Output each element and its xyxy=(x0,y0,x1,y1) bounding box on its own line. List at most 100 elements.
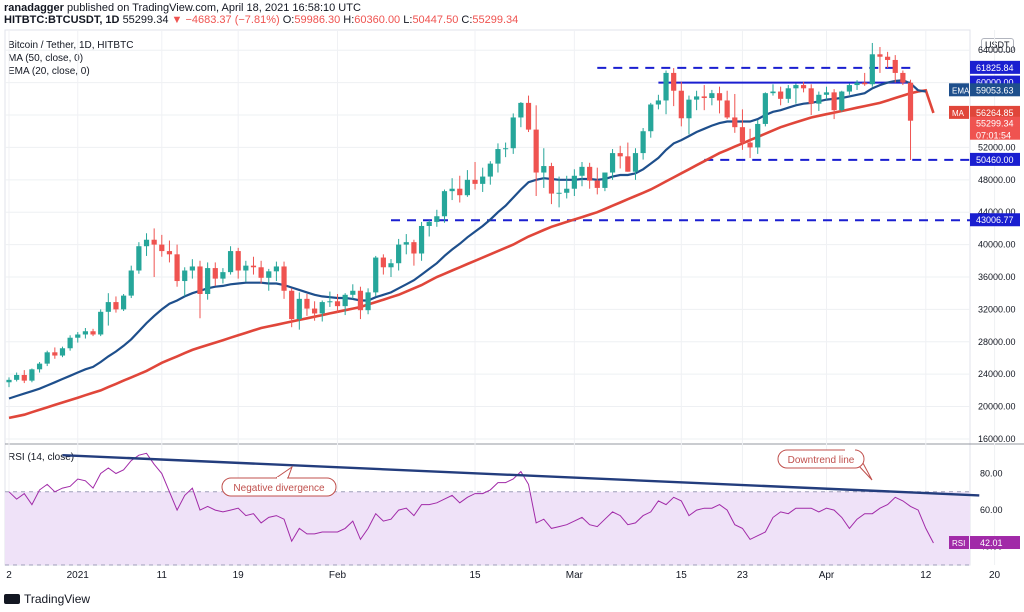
candle-body xyxy=(632,153,639,172)
candle-body xyxy=(480,176,486,184)
candle xyxy=(258,260,264,284)
candle xyxy=(885,51,891,69)
price-label-bg xyxy=(970,60,1020,74)
candle-body xyxy=(449,188,455,192)
indicator-tag-bg xyxy=(949,83,969,97)
candle xyxy=(686,95,692,135)
time-tick-label: 15 xyxy=(676,570,688,581)
time-tick-label: Feb xyxy=(329,570,347,581)
candle-body xyxy=(82,331,88,335)
candle-body xyxy=(602,172,608,188)
price-label: 55299.34 xyxy=(976,119,1014,129)
candle xyxy=(312,301,318,321)
candle xyxy=(98,309,104,337)
candle-body xyxy=(411,242,417,254)
candle xyxy=(587,162,593,189)
candle xyxy=(907,79,914,160)
legend-ema[interactable]: EMA (20, close, 0) xyxy=(8,66,90,77)
candle xyxy=(846,83,852,95)
candle-body xyxy=(686,99,692,119)
price-tick-label: 16000.00 xyxy=(978,434,1016,444)
candle-body xyxy=(869,54,875,85)
candle-body xyxy=(205,268,211,294)
candle-body xyxy=(778,91,784,99)
candle-body xyxy=(319,302,325,314)
candle xyxy=(869,42,875,87)
currency-label[interactable]: USDT xyxy=(981,38,1014,52)
candle xyxy=(136,242,142,274)
candle xyxy=(373,255,379,297)
candle xyxy=(159,234,165,257)
ema-20-line xyxy=(8,79,926,400)
annotation-text: Downtrend line xyxy=(788,455,855,466)
candle xyxy=(663,70,669,115)
candle xyxy=(266,268,272,291)
price-label: 56264.85 xyxy=(976,108,1014,118)
time-tick-label: 15 xyxy=(469,570,481,581)
price-label: 60000.00 xyxy=(976,78,1014,88)
time-tick-label: Mar xyxy=(566,570,584,581)
rsi-value-label: 42.01 xyxy=(980,538,1003,548)
candle xyxy=(694,90,700,111)
candle-body xyxy=(90,331,96,335)
candle-body xyxy=(189,266,195,271)
price-tick-label: 52000.00 xyxy=(978,142,1016,152)
candle-body xyxy=(441,191,448,217)
candle xyxy=(831,89,837,120)
indicator-tag: MA xyxy=(952,109,965,118)
price-change: ▼ −4683.37 (−7.81%) xyxy=(171,14,280,26)
candle xyxy=(732,93,738,133)
close-value: 55299.34 xyxy=(472,14,519,26)
candle xyxy=(227,246,234,275)
candle xyxy=(594,167,600,195)
author-name[interactable]: ranadagger xyxy=(4,2,64,14)
candle xyxy=(304,293,310,316)
candle-body xyxy=(694,96,700,100)
candle xyxy=(327,291,333,307)
candle-body xyxy=(143,239,150,247)
candle-body xyxy=(556,192,562,194)
candle-body xyxy=(823,92,830,95)
chart-frame xyxy=(4,29,971,566)
candle xyxy=(365,288,371,315)
footer-brand[interactable]: TradingView xyxy=(24,592,91,606)
candle-body xyxy=(396,244,402,264)
open-value: 59986.30 xyxy=(294,14,341,26)
candle xyxy=(541,148,547,188)
price-label-bg xyxy=(970,105,1020,119)
candle-body xyxy=(266,271,272,278)
candle xyxy=(29,368,35,383)
annotation-text: Negative divergence xyxy=(233,483,325,494)
candle xyxy=(640,127,646,160)
candle-body xyxy=(739,127,746,143)
candle-body xyxy=(655,100,661,105)
candle-body xyxy=(52,352,58,356)
time-tick-label: 23 xyxy=(737,570,749,581)
candle-body xyxy=(525,102,532,130)
rsi-downtrend-line xyxy=(62,453,980,497)
candle xyxy=(52,347,58,359)
candle-body xyxy=(220,272,226,279)
candle xyxy=(418,221,425,261)
candle-body xyxy=(434,216,440,222)
candle xyxy=(250,256,257,275)
price-label: 50460.00 xyxy=(976,155,1014,165)
candle xyxy=(319,300,325,322)
candle xyxy=(495,143,501,173)
candle-body xyxy=(648,104,654,132)
tradingview-logo-icon xyxy=(4,594,20,604)
candle-body xyxy=(709,93,715,99)
legend-rsi[interactable]: RSI (14, close) xyxy=(8,452,75,463)
candle xyxy=(350,284,356,299)
candle-body xyxy=(151,239,157,245)
legend-ma[interactable]: MA (50, close, 0) xyxy=(8,53,84,64)
candle xyxy=(709,89,715,106)
candle xyxy=(289,288,295,328)
candle xyxy=(457,175,463,203)
candle xyxy=(105,293,111,326)
candle xyxy=(449,178,455,201)
candle-body xyxy=(831,92,837,111)
candle-body xyxy=(258,267,264,278)
candle-body xyxy=(380,257,386,268)
